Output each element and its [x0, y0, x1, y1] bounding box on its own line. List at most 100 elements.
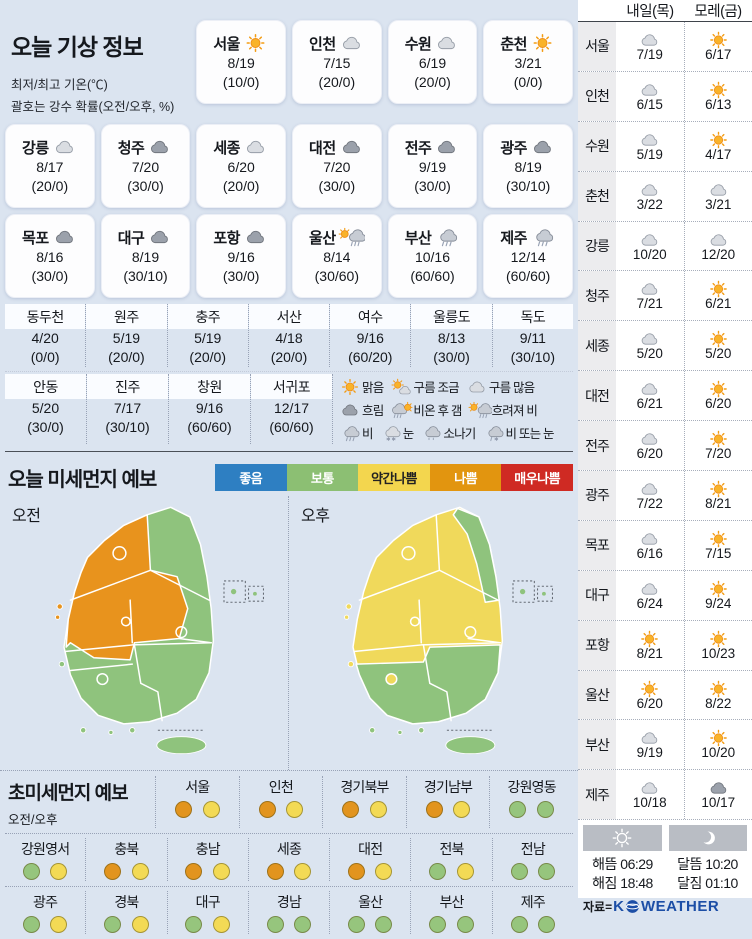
- card-temp: 12/14: [511, 248, 546, 267]
- card-city: 목포: [22, 227, 49, 248]
- forecast-temp: 8/21: [705, 496, 731, 511]
- card-precip-prob: (10/0): [223, 73, 260, 92]
- legend-label: 맑음: [362, 377, 383, 396]
- forecast-city: 강릉: [578, 222, 616, 271]
- dust-dot-orange: [175, 801, 192, 818]
- extra-precip-prob: (30/10): [87, 418, 168, 437]
- forecast-row: 청주 7/21 6/21: [578, 271, 752, 321]
- forecast-city: 목포: [578, 521, 616, 570]
- ultrafine-cell: 대전: [329, 838, 410, 881]
- forecast-row: 제주 10/18 10/17: [578, 770, 752, 820]
- ultrafine-region: 경남: [249, 892, 329, 912]
- forecast-row: 울산 6/20 8/22: [578, 671, 752, 721]
- map-jeju: [446, 737, 495, 754]
- forecast-row: 전주 6/20 7/20: [578, 421, 752, 471]
- shower-icon: [419, 424, 443, 442]
- dust-dot-green: [185, 916, 202, 933]
- forecast-tomorrow: 6/24: [616, 571, 684, 620]
- card-precip-prob: (20/0): [414, 73, 451, 92]
- legend-label: 흐림: [362, 400, 383, 419]
- forecast-day-after: 7/20: [684, 421, 752, 470]
- sunrise-label: 해뜸: [592, 856, 617, 872]
- weather-card: 전주 9/19 (30/0): [388, 124, 478, 208]
- dust-section-header: 오늘 미세먼지 예보 좋음 보통 약간나쁨 나쁨 매우나쁨: [8, 463, 573, 492]
- legend-label: 흐려져 비: [492, 400, 537, 419]
- card-temp: 7/20: [132, 158, 159, 177]
- legend-item: 흐림: [338, 400, 383, 419]
- forecast-panel: 내일(목) 모레(금) 서울 7/19 6/17 인천 6/15 6/13 수원…: [578, 0, 752, 898]
- extra-precip-prob: (0/0): [5, 348, 85, 367]
- forecast-temp: 6/20: [705, 396, 731, 411]
- sun-times: 해뜸 06:29 해짐 18:48: [580, 855, 665, 893]
- card-city: 제주: [500, 227, 527, 248]
- forecast-city: 대구: [578, 571, 616, 620]
- extra-city-name: 안동: [5, 374, 86, 399]
- kweather-logo-weather: WEATHER: [641, 898, 719, 915]
- ultrafine-region: 강원영동: [490, 777, 573, 797]
- ultrafine-region: 세종: [249, 839, 329, 859]
- sunset-label: 해짐: [592, 875, 617, 891]
- dust-dot-orange: [348, 863, 365, 880]
- extra-city-name: 독도: [493, 304, 573, 329]
- ultrafine-region: 부산: [411, 892, 491, 912]
- forecast-temp: 9/24: [705, 596, 731, 611]
- ultrafine-region: 전북: [411, 839, 491, 859]
- forecast-day-after: 6/21: [684, 271, 752, 320]
- card-city: 부산: [405, 227, 432, 248]
- extra-temp: 8/13: [411, 329, 491, 348]
- forecast-row: 인천 6/15 6/13: [578, 72, 752, 122]
- dust-dot-yellow: [370, 801, 387, 818]
- extra-city-name: 진주: [87, 374, 168, 399]
- extra-city-table: 동두천 4/20 (0/0) 원주 5/19 (20/0) 충주 5/19 (2…: [5, 304, 573, 444]
- dust-dot-green: [429, 863, 446, 880]
- extra-city-name: 동두천: [5, 304, 85, 329]
- forecast-temp: 10/23: [701, 646, 735, 661]
- card-precip-prob: (20/0): [319, 73, 356, 92]
- forecast-day-after: 3/21: [684, 172, 752, 221]
- extra-city-name: 원주: [86, 304, 166, 329]
- forecast-header: 내일(목) 모레(금): [578, 0, 752, 22]
- forecast-day-after: 8/22: [684, 671, 752, 720]
- forecast-city: 청주: [578, 271, 616, 320]
- extra-city-cell: 서산 4/18 (20/0): [248, 304, 329, 367]
- korea-map-am: [14, 502, 274, 758]
- forecast-city: 대전: [578, 371, 616, 420]
- forecast-temp: 6/16: [637, 546, 663, 561]
- ultrafine-cell: 대구: [167, 891, 248, 934]
- dust-dot-yellow: [50, 916, 67, 933]
- cloud-dark-icon: [338, 401, 362, 419]
- ultrafine-cell: 전남: [492, 838, 573, 881]
- kweather-logo-k: K: [613, 898, 624, 915]
- card-city: 대구: [118, 227, 145, 248]
- forecast-city: 울산: [578, 671, 616, 720]
- forecast-city: 서울: [578, 22, 616, 71]
- extra-city-name: 여수: [330, 304, 410, 329]
- legend-item: 구름 많음: [465, 377, 534, 396]
- cloud-dark-icon: [529, 137, 556, 157]
- extra-temp: 9/16: [330, 329, 410, 348]
- dust-map-am: 오전: [0, 496, 288, 770]
- dust-dot-yellow: [453, 801, 470, 818]
- cloud-light-icon: [51, 137, 78, 157]
- moonset-label: 달짐: [677, 875, 702, 891]
- extra-city-cell: 여수 9/16 (60/20): [329, 304, 410, 367]
- forecast-tomorrow: 9/19: [616, 720, 684, 769]
- cloud-dark-icon: [338, 137, 365, 157]
- card-temp: 6/20: [228, 158, 255, 177]
- extra-row-2: 안동 5/20 (30/0) 진주 7/17 (30/10) 창원 9/16 (…: [5, 374, 332, 444]
- extra-city-cell: 진주 7/17 (30/10): [86, 374, 168, 444]
- dust-dot-orange: [185, 863, 202, 880]
- weather-icon-legend: 맑음 구름 조금 구름 많음 흐림 비온 후 갬 흐려져 비 비 눈 소나기 비…: [332, 374, 573, 444]
- extra-city-cell: 원주 5/19 (20/0): [85, 304, 166, 367]
- forecast-temp: 7/20: [705, 446, 731, 461]
- ultrafine-row-1: 초미세먼지 예보 오전/오후 서울 인천 경기북부 경기남부 강원영동: [5, 776, 573, 834]
- forecast-city: 전주: [578, 421, 616, 470]
- legend-item: 구름 조금: [389, 377, 458, 396]
- card-precip-prob: (30/0): [319, 177, 356, 196]
- card-city: 강릉: [22, 137, 49, 158]
- forecast-temp: 6/20: [637, 446, 663, 461]
- dust-dot-green: [538, 916, 555, 933]
- forecast-day-after: 10/20: [684, 720, 752, 769]
- card-precip-prob: (30/10): [123, 267, 167, 286]
- dust-level: 좋음: [215, 464, 287, 491]
